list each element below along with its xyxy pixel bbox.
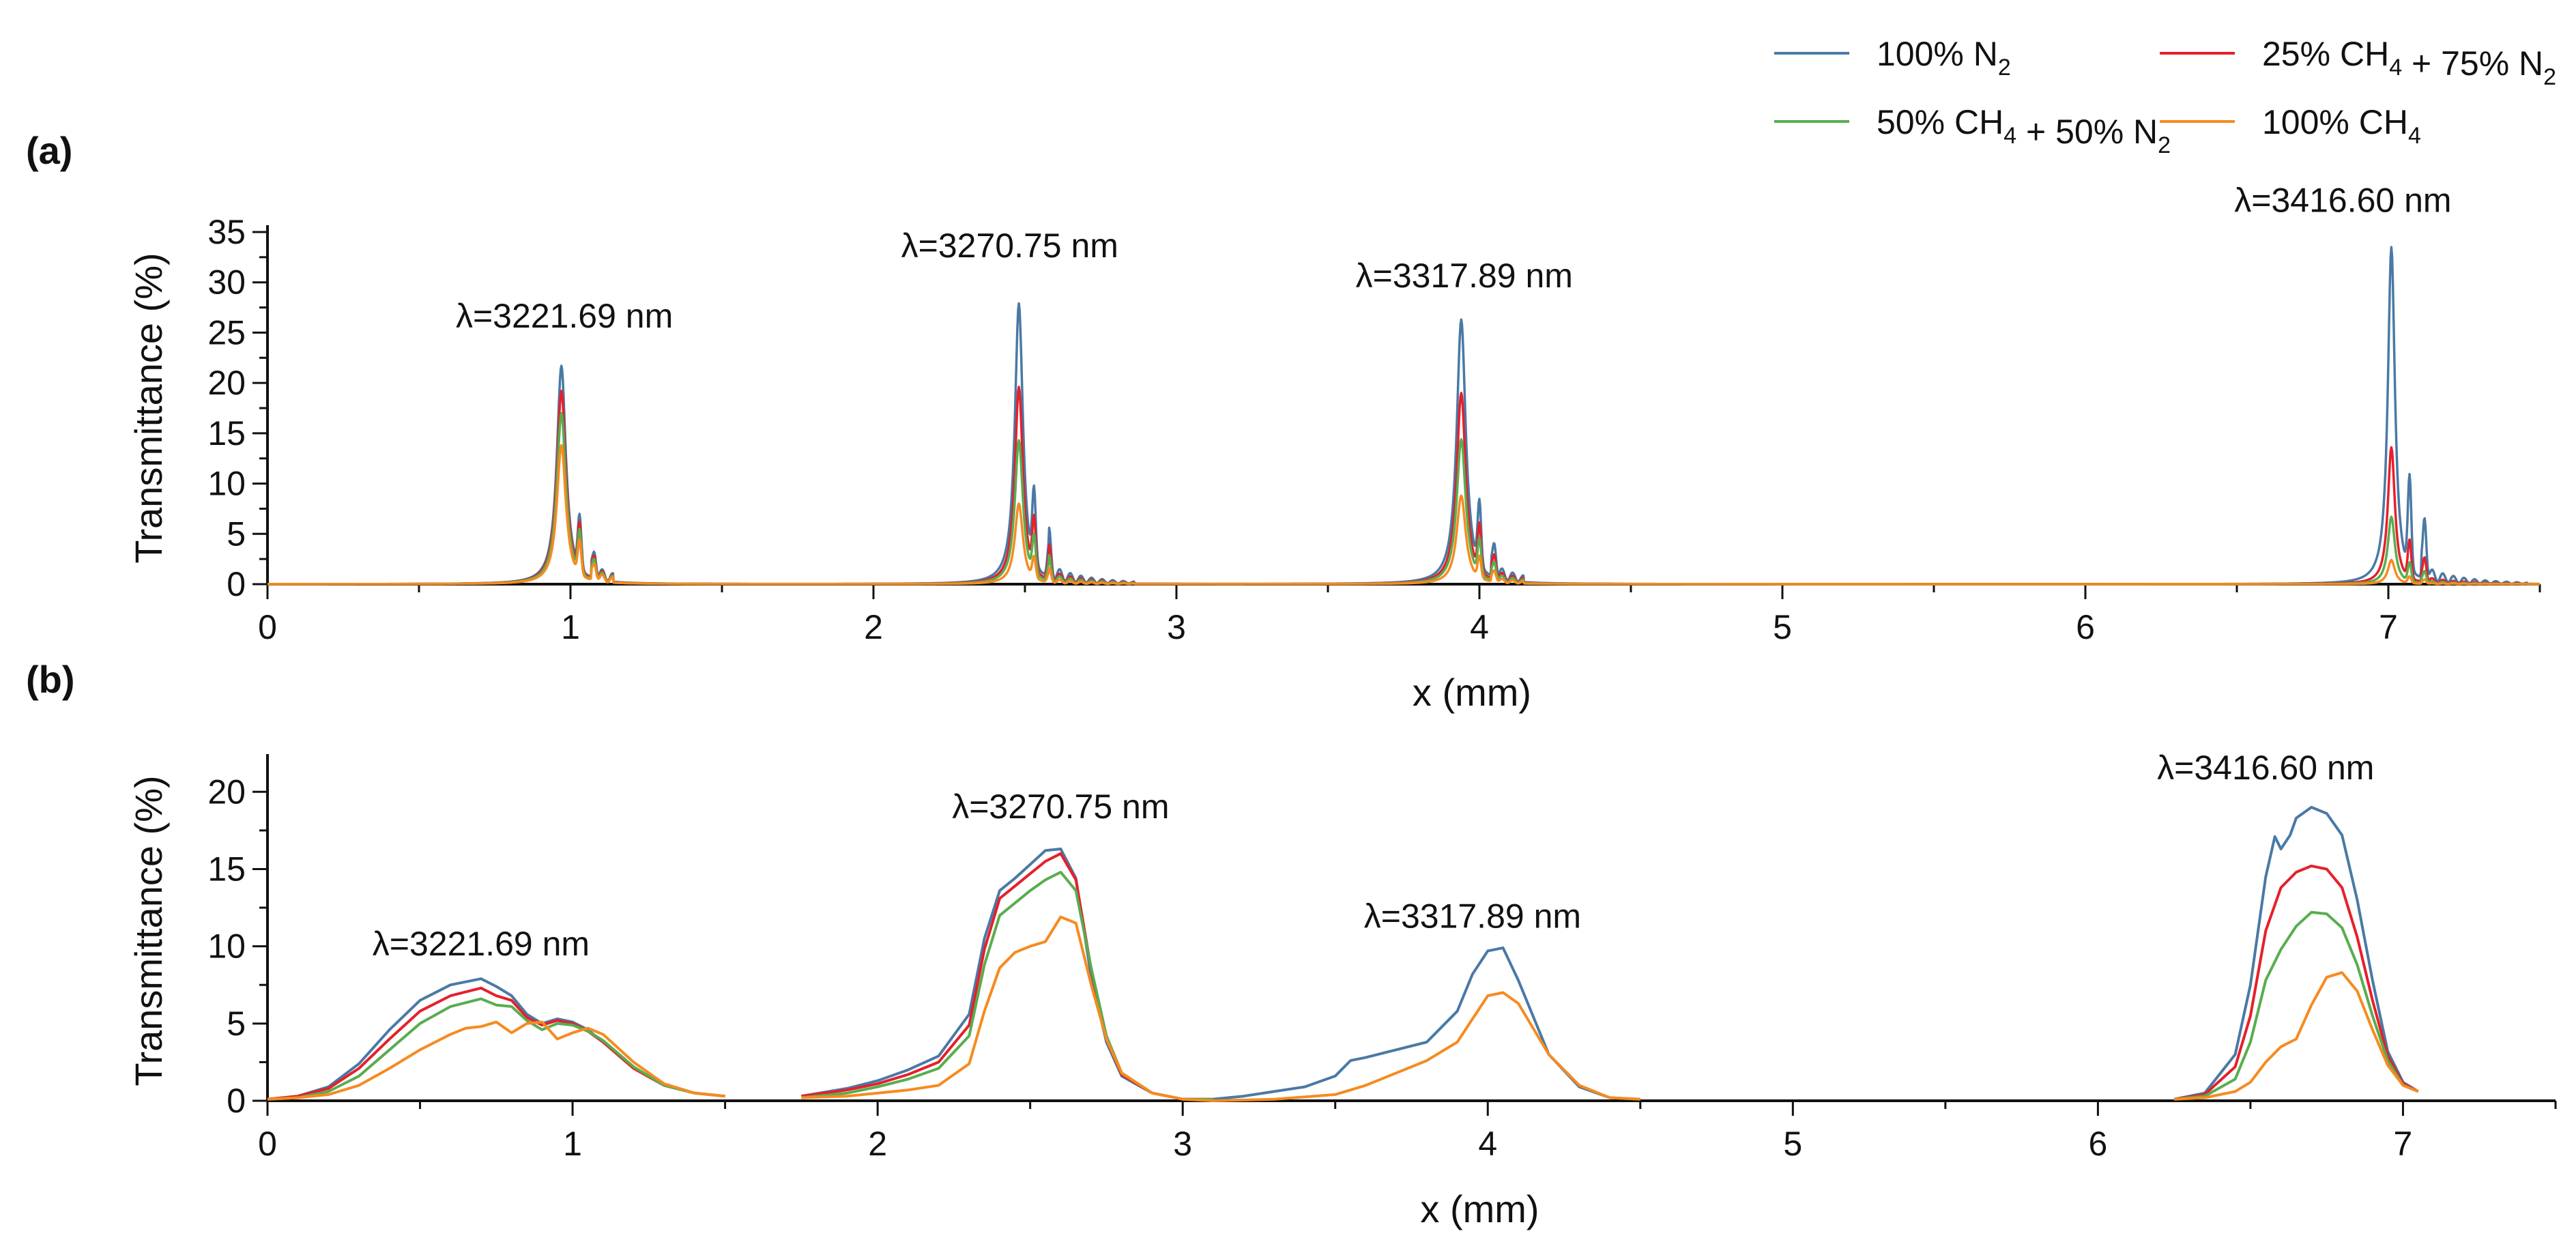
wavelength-annotation-4: λ=3416.60 nm [2157,749,2374,787]
y-tick-label: 35 [207,213,246,251]
y-tick-label: 0 [227,1082,246,1120]
x-tick-label: 5 [1773,608,1792,646]
x-tick-label: 2 [864,608,883,646]
legend-label-mix25: 25% CH4 + 75% N2 [2262,35,2556,90]
y-tick-label: 30 [207,263,246,302]
x-tick-label: 6 [2076,608,2095,646]
x-tick-label: 1 [563,1125,582,1163]
y-tick-label: 0 [227,565,246,603]
x-axis-label: x (mm) [1413,671,1531,714]
wavelength-annotation-1: λ=3221.69 nm [373,925,590,963]
series-line-n2-segment-2 [801,848,1640,1101]
series-line-mix50 [267,412,2541,586]
y-tick-label: 15 [207,850,246,888]
y-tick-label: 20 [207,364,246,402]
wavelength-annotation-2: λ=3270.75 nm [952,788,1169,826]
series-line-mix25-segment-3 [2173,864,2419,1101]
wavelength-annotation-3: λ=3317.89 nm [1364,897,1581,935]
series-line-n2-segment-3 [2173,805,2419,1101]
y-tick-label: 20 [207,773,246,811]
series-line-ch4-segment-1 [267,1020,725,1101]
series-line-ch4-segment-3 [2174,971,2419,1101]
x-tick-label: 1 [561,608,580,646]
y-axis-label: Transmittance (%) [127,253,170,563]
legend: 100% N2 25% CH4 + 75% N2 50% CH4 + 50% N2 1… [1774,35,2556,158]
x-tick-label: 3 [1167,608,1186,646]
series-line-mix25-segment-2 [801,852,1213,1101]
y-axis-label: Transmittance (%) [127,775,170,1086]
x-axis-label: x (mm) [1420,1187,1539,1230]
x-tick-label: 0 [258,1125,277,1163]
series-line-ch4 [267,444,2541,586]
x-tick-label: 7 [2379,608,2398,646]
legend-label-ch4: 100% CH4 [2262,103,2421,149]
legend-label-n2: 100% N2 [1877,35,2011,81]
x-tick-label: 4 [1478,1125,1497,1163]
panel-label: (b) [26,658,75,701]
x-tick-label: 7 [2394,1125,2413,1163]
y-tick-label: 5 [227,1005,246,1043]
wavelength-annotation-4: λ=3416.60 nm [2234,182,2451,220]
series-line-ch4-segment-2 [801,915,1640,1102]
x-tick-label: 2 [868,1125,887,1163]
x-tick-label: 3 [1173,1125,1192,1163]
y-tick-label: 10 [207,465,246,503]
y-tick-label: 15 [207,414,246,452]
panel-label: (a) [26,129,72,172]
panel-a: 0 1 2 3 4 5 6 7 0 5 10 15 20 25 30 35 x (mm) Transmittanc… [26,129,2541,714]
series-line-mix50-segment-2 [801,871,1213,1101]
wavelength-annotation-1: λ=3221.69 nm [456,297,673,335]
panel-b: 0 1 2 3 4 5 6 7 0 5 10 15 20 x (mm) Transmittance (%) (… [26,658,2557,1230]
y-tick-label: 25 [207,313,246,351]
x-tick-label: 0 [258,608,277,646]
y-tick-label: 10 [207,927,246,966]
y-tick-label: 5 [227,515,246,553]
wavelength-annotation-3: λ=3317.89 nm [1356,257,1573,295]
series-line-mix25 [267,386,2541,586]
x-tick-label: 4 [1470,608,1489,646]
series-line-mix50-segment-1 [267,997,725,1101]
legend-label-mix50: 50% CH4 + 50% N2 [1877,103,2171,158]
series-line-mix50-segment-3 [2173,910,2419,1101]
x-tick-label: 6 [2088,1125,2107,1163]
wavelength-annotation-2: λ=3270.75 nm [901,227,1118,265]
x-tick-label: 5 [1783,1125,1802,1163]
